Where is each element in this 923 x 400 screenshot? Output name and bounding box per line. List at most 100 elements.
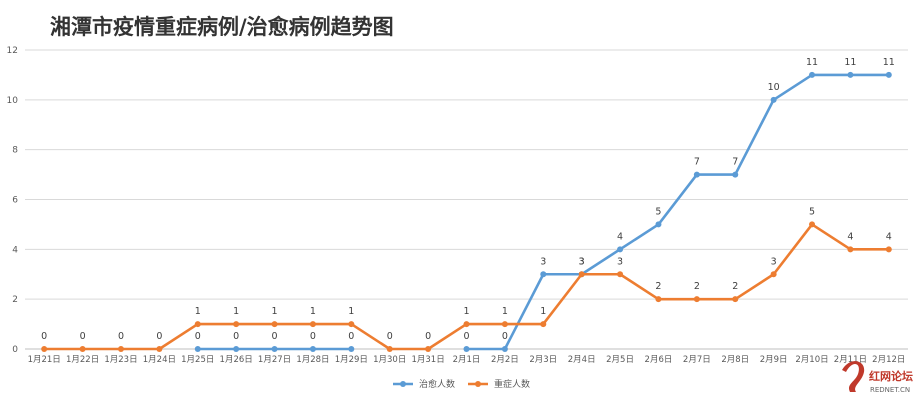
data-label: 0	[463, 331, 469, 342]
data-label: 1	[233, 306, 239, 317]
data-point	[425, 346, 432, 352]
legend-swatch-marker	[400, 381, 406, 387]
data-point	[41, 346, 48, 352]
data-point	[540, 271, 547, 278]
data-label: 0	[348, 331, 354, 342]
data-point	[770, 96, 777, 103]
x-tick-label: 2月9日	[760, 355, 788, 365]
data-label: 0	[118, 331, 124, 342]
data-label: 2	[655, 281, 661, 292]
data-point	[309, 346, 316, 352]
data-point	[885, 246, 892, 253]
data-point	[271, 346, 278, 352]
watermark-text: 红网论坛	[869, 369, 913, 383]
data-point	[617, 246, 624, 253]
data-point	[117, 346, 124, 352]
data-point	[540, 321, 547, 328]
data-label: 0	[41, 331, 47, 342]
y-tick-label: 4	[12, 245, 18, 255]
data-point	[309, 321, 316, 328]
data-label: 3	[617, 256, 623, 267]
x-axis-ticks: 1月21日 1月22日 1月23日 1月24日 1月25日 1月26日 1月27日 1月28日…	[28, 355, 906, 365]
x-tick-label: 2月2日	[491, 355, 519, 365]
data-label: 3	[540, 256, 546, 267]
data-label: 1	[195, 306, 201, 317]
data-point	[617, 271, 624, 278]
y-tick-label: 6	[12, 196, 18, 206]
x-tick-label: 1月31日	[411, 355, 444, 365]
data-point	[578, 271, 585, 278]
data-label: 11	[806, 57, 818, 68]
x-tick-label: 2月8日	[721, 355, 749, 365]
data-label: 5	[655, 206, 661, 217]
watermark-sub: REDNET.CN	[870, 386, 910, 394]
data-label: 3	[579, 256, 585, 267]
x-tick-label: 2月7日	[683, 355, 711, 365]
data-label: 1	[463, 306, 469, 317]
x-tick-label: 2月5日	[606, 355, 634, 365]
x-tick-label: 1月29日	[335, 355, 368, 365]
y-tick-label: 0	[12, 345, 18, 355]
data-label: 0	[502, 331, 508, 342]
x-tick-label: 1月27日	[258, 355, 291, 365]
data-label: 0	[272, 331, 278, 342]
y-tick-label: 12	[7, 46, 18, 56]
data-point	[809, 221, 816, 228]
data-point	[233, 321, 240, 328]
x-tick-label: 1月22日	[66, 355, 99, 365]
data-label: 1	[310, 306, 316, 317]
data-label: 1	[540, 306, 546, 317]
data-label: 2	[694, 281, 700, 292]
data-point	[271, 321, 278, 328]
data-point	[386, 346, 393, 352]
series-lines	[41, 71, 892, 352]
data-point	[233, 346, 240, 352]
data-label: 0	[80, 331, 86, 342]
data-label: 3	[579, 256, 585, 267]
data-point	[348, 321, 355, 328]
legend-label: 重症人数	[494, 378, 530, 390]
watermark: 红网论坛 REDNET.CN	[842, 361, 913, 394]
x-tick-label: 1月30日	[373, 355, 406, 365]
x-tick-label: 2月3日	[529, 355, 557, 365]
x-tick-label: 1月25日	[181, 355, 214, 365]
y-axis-ticks: 0 2 4 6 8 10 12	[7, 46, 19, 355]
x-tick-label: 1月24日	[143, 355, 176, 365]
data-label: 4	[617, 231, 623, 242]
y-tick-label: 2	[12, 295, 18, 305]
data-label: 10	[768, 82, 780, 93]
data-label: 0	[156, 331, 162, 342]
data-point	[655, 221, 662, 228]
legend-swatch-marker	[475, 381, 481, 387]
data-point	[693, 296, 700, 303]
data-point	[194, 321, 201, 328]
data-label: 0	[233, 331, 239, 342]
data-label: 0	[310, 331, 316, 342]
data-label: 7	[732, 157, 738, 168]
data-point	[156, 346, 163, 352]
x-tick-label: 1月21日	[28, 355, 61, 365]
data-point	[501, 346, 508, 352]
data-point	[348, 346, 355, 352]
data-point	[655, 296, 662, 303]
data-point	[847, 71, 854, 78]
data-label: 1	[272, 306, 278, 317]
chart-title: 湘潭市疫情重症病例/治愈病例趋势图	[50, 15, 394, 39]
data-label: 1	[502, 306, 508, 317]
x-tick-label: 2月11日	[834, 355, 867, 365]
data-point	[732, 296, 739, 303]
data-point	[732, 171, 739, 178]
y-tick-label: 8	[12, 146, 18, 156]
series-line-0	[465, 73, 891, 351]
y-tick-label: 10	[7, 96, 19, 106]
data-point	[885, 71, 892, 78]
grid-lines	[25, 49, 908, 350]
data-label: 7	[694, 157, 700, 168]
x-tick-label: 2月10日	[795, 355, 828, 365]
data-point	[463, 346, 470, 352]
x-tick-label: 2月1日	[453, 355, 481, 365]
data-label: 11	[844, 57, 856, 68]
data-label: 4	[847, 231, 853, 242]
